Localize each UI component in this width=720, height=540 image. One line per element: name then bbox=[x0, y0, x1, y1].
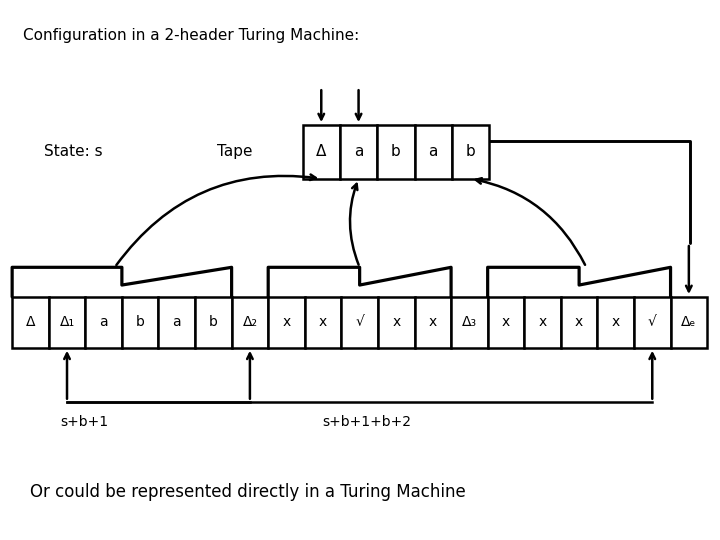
Bar bbox=[561, 297, 598, 348]
Bar bbox=[670, 297, 707, 348]
Bar bbox=[634, 297, 670, 348]
Bar bbox=[341, 297, 378, 348]
Text: Δ: Δ bbox=[316, 144, 326, 159]
Text: Or could be represented directly in a Turing Machine: Or could be represented directly in a Tu… bbox=[30, 483, 466, 501]
Text: a: a bbox=[428, 144, 438, 159]
Text: x: x bbox=[392, 315, 400, 329]
Text: x: x bbox=[319, 315, 327, 329]
Text: x: x bbox=[502, 315, 510, 329]
Text: Δ₁: Δ₁ bbox=[60, 315, 75, 329]
Text: b: b bbox=[391, 144, 401, 159]
Text: Δ: Δ bbox=[26, 315, 35, 329]
Bar bbox=[598, 297, 634, 348]
Bar bbox=[122, 297, 158, 348]
Bar bbox=[415, 297, 451, 348]
Text: b: b bbox=[209, 315, 217, 329]
Text: b: b bbox=[136, 315, 145, 329]
Text: x: x bbox=[428, 315, 437, 329]
Text: Δ₂: Δ₂ bbox=[243, 315, 258, 329]
Bar bbox=[487, 297, 524, 348]
Bar bbox=[415, 125, 452, 179]
Bar bbox=[302, 125, 340, 179]
Text: b: b bbox=[466, 144, 475, 159]
Bar bbox=[452, 125, 489, 179]
Text: a: a bbox=[99, 315, 108, 329]
Bar bbox=[158, 297, 195, 348]
Text: Tape: Tape bbox=[217, 144, 252, 159]
Text: s+b+1: s+b+1 bbox=[60, 415, 108, 429]
Text: x: x bbox=[539, 315, 546, 329]
Text: Δₑ: Δₑ bbox=[681, 315, 696, 329]
Bar bbox=[85, 297, 122, 348]
Bar bbox=[232, 297, 268, 348]
Text: Δ₃: Δ₃ bbox=[462, 315, 477, 329]
Text: x: x bbox=[611, 315, 620, 329]
Bar bbox=[340, 125, 377, 179]
Bar bbox=[49, 297, 85, 348]
Bar bbox=[12, 297, 49, 348]
Bar bbox=[378, 297, 415, 348]
Bar bbox=[268, 297, 305, 348]
Text: s+b+1+b+2: s+b+1+b+2 bbox=[323, 415, 411, 429]
Text: a: a bbox=[354, 144, 364, 159]
Text: Configuration in a 2-header Turing Machine:: Configuration in a 2-header Turing Machi… bbox=[23, 28, 359, 43]
Bar bbox=[305, 297, 341, 348]
Text: x: x bbox=[282, 315, 291, 329]
Bar bbox=[524, 297, 561, 348]
Bar bbox=[377, 125, 415, 179]
Text: √: √ bbox=[355, 315, 364, 329]
Bar bbox=[195, 297, 232, 348]
Bar bbox=[451, 297, 487, 348]
Text: State: s: State: s bbox=[45, 144, 103, 159]
Text: x: x bbox=[575, 315, 583, 329]
Text: a: a bbox=[172, 315, 181, 329]
Text: √: √ bbox=[648, 315, 657, 329]
